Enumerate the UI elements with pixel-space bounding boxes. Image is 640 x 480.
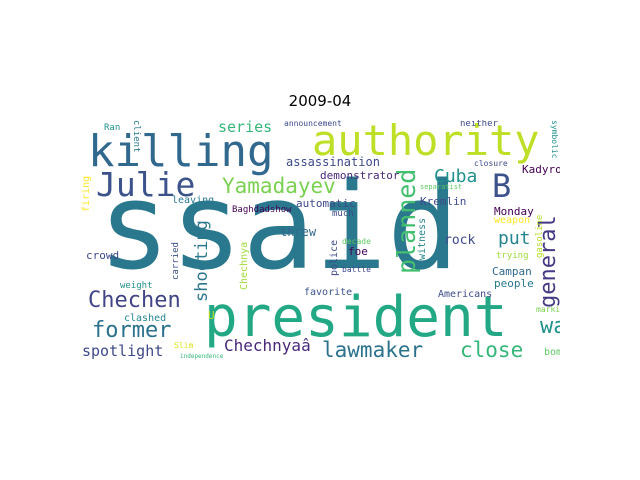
word-president: president [204,285,508,350]
word-ran: Ran [104,123,121,133]
word-julie: Julie [96,165,196,204]
word-b: B [492,167,512,205]
word-battle: battle [342,265,371,274]
word-favorite: favorite [304,287,353,298]
word-trying: trying [496,251,529,261]
word-announcement: announcement [284,120,342,128]
word-foe: foe [348,245,368,258]
word-killing: killing [88,126,274,177]
word-campan: Campan [492,265,532,278]
word-kadyrov: Kadyrov [522,163,560,176]
word-much: much [332,209,354,219]
word-demonstrator: demonstrator [320,169,400,182]
word-u: U [208,309,215,322]
word-carried: carried [171,242,181,280]
word-chechnyaa: Chechnyaâ [224,336,311,355]
word-clashed: clashed [124,313,167,324]
word-marking: marking [536,305,560,314]
word-planned: planned [392,168,421,274]
word-assassination: assassination [286,155,380,169]
word-ssaid: ssaid [98,158,460,297]
chart-title: 2009-04 [288,92,352,110]
word-series: series [218,120,273,136]
word-decade: decade [342,237,371,246]
word-kremlin: Kremlin [420,195,467,208]
word-former: former [92,318,172,343]
word-slim: Slim [174,341,194,350]
word-chechen: Chechen [88,288,181,313]
word-independence: independence [180,353,224,360]
word-authority: authority [312,120,540,165]
word-police: police [329,239,340,276]
word-crowd: crowd [86,249,120,262]
word-close: close [460,338,524,361]
word-bomb: bomb [544,347,560,358]
word-spotlight: spotlight [82,342,164,360]
word-weight: weight [120,281,153,291]
word-threw: threw [280,225,317,239]
word-lawmaker: lawmaker [322,338,424,361]
word-people: people [494,277,534,290]
word-separatist: separatist [420,183,463,191]
word-baghdadshow: Baghdadshow [232,205,292,215]
word-put: put [498,228,531,249]
word-shooting: shooting [192,220,212,302]
word-cuba: Cuba [434,166,478,187]
word-americans: Americans [438,289,493,300]
word-symbolic: symbolic [550,120,559,159]
word-leaving: leaving [172,195,215,206]
word-rock: rock [444,233,476,248]
word-cloud: ssaid president authority killing Julie … [80,120,560,360]
word-chechnya: Chechnya [239,241,250,290]
word-gasoline: gasoline [535,214,545,258]
word-monday: Monday [494,205,534,218]
word-client: client [131,120,141,153]
word-witness: witness [417,217,428,260]
word-wa: wa [540,314,560,339]
word-neither: neither [460,120,498,129]
word-yamadayev: Yamadayev [222,174,336,198]
word-firing: firing [81,175,92,212]
word-weapon: weapon [494,215,531,226]
word-automatic: automatic [296,197,356,210]
word-closure: closure [474,159,508,168]
